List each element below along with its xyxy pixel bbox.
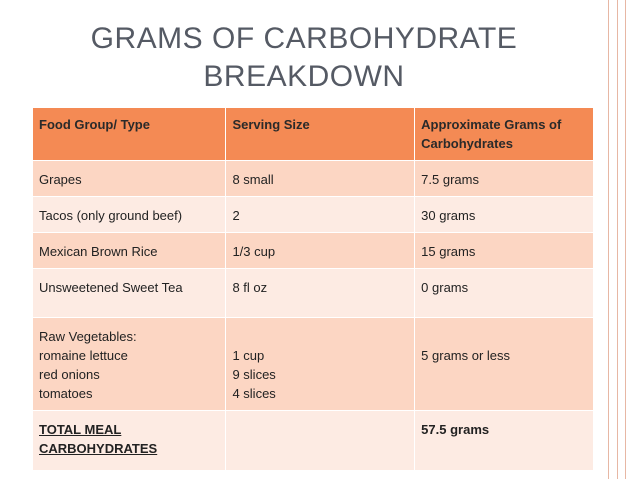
decoration-line (625, 0, 626, 479)
cell-serving: 8 fl oz (225, 268, 416, 318)
cell-grams: 5 grams or less (414, 317, 594, 411)
cell-serving: 8 small (225, 160, 416, 197)
slide-title-line2: BREAKDOWN (203, 60, 405, 93)
veg-label: Raw Vegetables: (39, 329, 137, 344)
veg-item: red onions (39, 367, 100, 382)
cell-food: Mexican Brown Rice (31, 232, 227, 269)
slide-title: GRAMS OF CARBOHYDRATE BREAKDOWN (0, 20, 608, 96)
table-header-row: Food Group/ Type Serving Size Approximat… (31, 107, 594, 161)
total-label-line1: TOTAL MEAL (39, 422, 122, 437)
decoration-line (617, 0, 618, 479)
cell-food: Raw Vegetables: romaine lettuce red onio… (31, 317, 227, 411)
table-row: Tacos (only ground beef) 2 30 grams (31, 196, 594, 233)
veg-grams: 5 grams or less (421, 348, 511, 363)
cell-total-serving (225, 410, 416, 471)
table-row: Raw Vegetables: romaine lettuce red onio… (31, 317, 594, 411)
veg-serving: 9 slices (232, 367, 276, 382)
cell-food: Unsweetened Sweet Tea (31, 268, 227, 318)
cell-total-label: TOTAL MEAL CARBOHYDRATES (31, 410, 227, 471)
table-row: Unsweetened Sweet Tea 8 fl oz 0 grams (31, 268, 594, 318)
cell-grams: 15 grams (414, 232, 594, 269)
carbohydrate-table: Food Group/ Type Serving Size Approximat… (31, 107, 594, 471)
cell-serving: 2 (225, 196, 416, 233)
slide-title-line1: GRAMS OF CARBOHYDRATE (90, 22, 518, 55)
table-row: Grapes 8 small 7.5 grams (31, 160, 594, 197)
cell-food: Tacos (only ground beef) (31, 196, 227, 233)
header-food-group: Food Group/ Type (31, 107, 227, 161)
veg-serving: 4 slices (232, 386, 276, 401)
table-row-total: TOTAL MEAL CARBOHYDRATES 57.5 grams (31, 410, 594, 471)
header-serving-size: Serving Size (225, 107, 416, 161)
veg-item: tomatoes (39, 386, 93, 401)
cell-grams: 0 grams (414, 268, 594, 318)
slide-decoration-border (608, 0, 638, 479)
cell-serving: 1 cup 9 slices 4 slices (225, 317, 416, 411)
veg-serving: 1 cup (232, 348, 265, 363)
cell-total-grams: 57.5 grams (414, 410, 594, 471)
cell-serving: 1/3 cup (225, 232, 416, 269)
table-row: Mexican Brown Rice 1/3 cup 15 grams (31, 232, 594, 269)
cell-food: Grapes (31, 160, 227, 197)
veg-item: romaine lettuce (39, 348, 128, 363)
cell-grams: 7.5 grams (414, 160, 594, 197)
header-approx-grams: Approximate Grams of Carbohydrates (414, 107, 594, 161)
cell-grams: 30 grams (414, 196, 594, 233)
total-label-line2: CARBOHYDRATES (39, 441, 158, 456)
